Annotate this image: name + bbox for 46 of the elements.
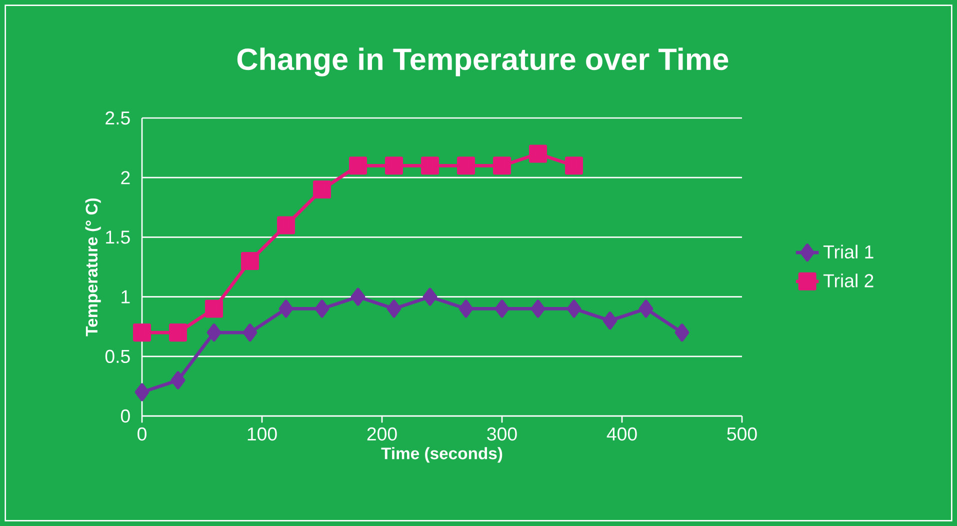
point: [133, 324, 152, 342]
y-tick-label: 2.5: [106, 111, 130, 125]
x-tick-label: 300: [487, 427, 517, 441]
point: [457, 156, 476, 175]
point: [638, 300, 654, 318]
point: [458, 300, 474, 318]
y-tick-label: 0.5: [105, 350, 130, 364]
y-axis-title: Temperature (° C): [85, 198, 101, 336]
x-tick-label: 400: [606, 427, 637, 441]
point: [422, 288, 438, 306]
point: [241, 252, 260, 270]
x-tick-label: 0: [138, 427, 146, 441]
point: [674, 324, 690, 342]
x-tick-label: 200: [367, 427, 397, 441]
point: [134, 383, 150, 402]
point: [530, 300, 546, 318]
x-axis-title: Time (seconds): [381, 447, 502, 463]
point: [205, 300, 224, 318]
point: [420, 156, 440, 175]
point: [529, 144, 548, 163]
y-tick-label: 1.5: [106, 230, 130, 244]
point: [566, 300, 582, 318]
point: [385, 156, 404, 175]
point: [206, 324, 222, 342]
x-tick-label: 500: [727, 427, 757, 441]
point: [313, 180, 332, 199]
point: [386, 300, 402, 318]
point: [169, 324, 188, 342]
point: [314, 300, 330, 318]
point: [350, 288, 366, 306]
point: [494, 300, 510, 318]
chart-title: Change in Temperature over Time: [237, 48, 728, 76]
point: [170, 371, 186, 390]
point: [242, 324, 258, 342]
y-tick-label: 0: [120, 409, 130, 423]
legend-label: Trial 2: [823, 274, 874, 288]
point: [278, 300, 294, 318]
point: [493, 156, 512, 175]
y-tick-label: 1: [122, 290, 130, 304]
legend-label: Trial 1: [823, 244, 874, 259]
point: [602, 312, 618, 330]
point: [349, 156, 368, 175]
point: [276, 216, 296, 234]
x-tick-label: 100: [248, 427, 277, 441]
point: [564, 156, 584, 175]
y-tick-label: 2: [121, 171, 130, 184]
